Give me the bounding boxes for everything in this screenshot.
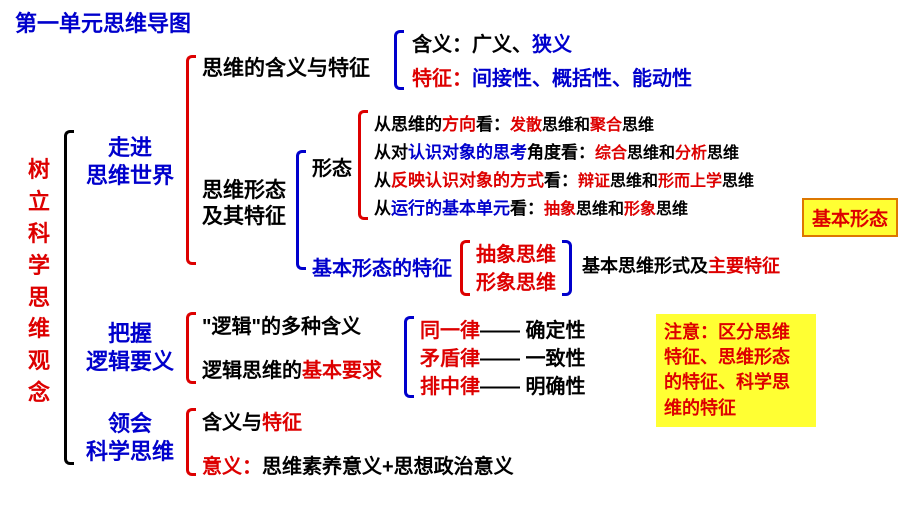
sec2-bracket	[186, 312, 196, 384]
sec3-bracket	[186, 408, 196, 476]
bf1: 抽象思维	[476, 238, 556, 267]
note-box: 注意：区分思维 特征、思维形态 的特征、科学思 维的特征	[656, 314, 816, 427]
sec1-sub1: 思维的含义与特征	[202, 52, 370, 82]
sec3-sub2: 意义：思维素养意义+思想政治意义	[202, 450, 514, 479]
root-label: 树立科学思维观念	[28, 154, 50, 409]
sec2-sub2: 逻辑思维的基本要求	[202, 354, 382, 383]
sec1-bracket	[186, 55, 196, 265]
sec1-sub1-r1: 含义：广义、狭义	[412, 28, 572, 57]
sec2-sub1: "逻辑"的多种含义	[202, 310, 361, 339]
bf-right-text: 基本思维形式及主要特征	[582, 252, 780, 278]
root-bracket	[64, 130, 74, 465]
form4: 从运行的基本单元看：抽象思维和形象思维	[374, 194, 688, 219]
basic-form-tag: 基本形态	[802, 198, 898, 237]
law3: 排中律—— 明确性	[420, 370, 586, 399]
bf2: 形象思维	[476, 266, 556, 295]
sec1-sub2-l2: 及其特征	[202, 200, 286, 230]
sec3-label-l2: 科学思维	[86, 434, 174, 466]
sec1-label-l2: 思维世界	[86, 158, 174, 190]
sec1-sub1-r2: 特征：间接性、概括性、能动性	[412, 62, 692, 91]
form3: 从反映认识对象的方式看：辩证思维和形而上学思维	[374, 166, 754, 191]
basic-feature-label: 基本形态的特征	[312, 252, 452, 281]
sec2-label-l2: 逻辑要义	[86, 344, 174, 376]
bf-right-bracket	[562, 240, 572, 296]
law1: 同一律—— 确定性	[420, 314, 586, 343]
sec3-sub1: 含义与特征	[202, 406, 302, 435]
forms-label: 形态	[312, 152, 352, 181]
forms-bracket	[358, 110, 368, 220]
page-title: 第一单元思维导图	[15, 6, 191, 38]
sec1-sub2-bracket	[296, 150, 306, 270]
sec1-sub1-bracket	[394, 30, 404, 90]
laws-bracket	[404, 316, 414, 398]
law2: 矛盾律—— 一致性	[420, 342, 586, 371]
form1: 从思维的方向看：发散思维和聚合思维	[374, 110, 654, 135]
form2: 从对认识对象的思考角度看：综合思维和分析思维	[374, 138, 739, 163]
basic-feature-bracket	[460, 240, 470, 296]
